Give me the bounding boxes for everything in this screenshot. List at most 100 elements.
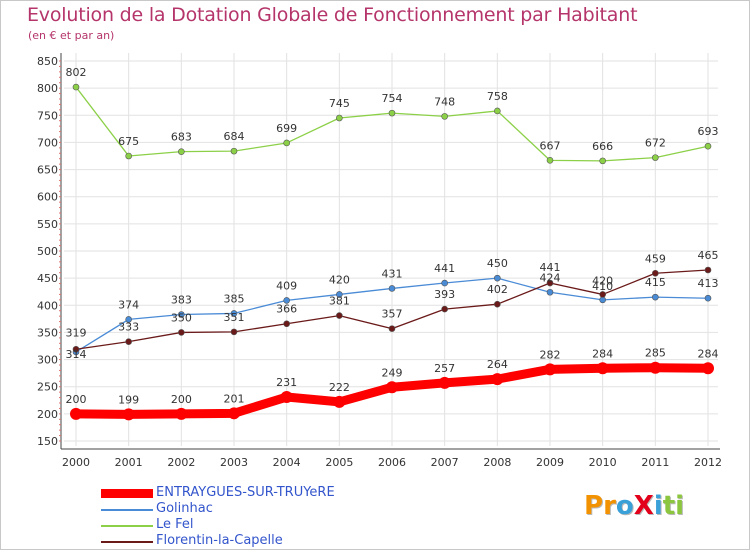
data-label: 249 bbox=[382, 366, 403, 379]
data-point bbox=[283, 139, 290, 147]
data-label: 383 bbox=[171, 294, 192, 307]
data-point bbox=[228, 407, 240, 420]
data-point bbox=[546, 288, 554, 296]
y-tick-label: 450 bbox=[37, 272, 58, 285]
x-tick-label: 2009 bbox=[536, 456, 564, 469]
data-point bbox=[125, 316, 132, 323]
legend-swatch-entraygues bbox=[101, 489, 153, 498]
y-tick-label: 250 bbox=[37, 381, 58, 394]
data-point bbox=[336, 114, 343, 122]
x-tick-label: 2011 bbox=[641, 456, 669, 469]
x-tick-label: 2008 bbox=[483, 456, 511, 469]
data-label: 393 bbox=[434, 288, 455, 301]
data-label: 754 bbox=[382, 92, 403, 105]
y-tick-label: 550 bbox=[37, 218, 58, 231]
chart-title: Evolution de la Dotation Globale de Fonc… bbox=[27, 4, 638, 26]
x-tick-label: 2005 bbox=[325, 456, 353, 469]
data-point bbox=[599, 291, 606, 298]
data-label: 802 bbox=[66, 66, 87, 79]
data-point bbox=[122, 408, 135, 421]
data-point bbox=[386, 381, 398, 394]
x-tick-label: 2004 bbox=[273, 456, 301, 469]
data-label: 748 bbox=[434, 95, 455, 108]
data-point bbox=[491, 373, 504, 386]
x-tick-label: 2003 bbox=[220, 456, 248, 469]
data-point bbox=[336, 291, 343, 298]
data-point bbox=[230, 147, 238, 155]
y-tick-label: 150 bbox=[37, 435, 58, 448]
data-label: 675 bbox=[118, 135, 139, 148]
data-point bbox=[652, 293, 659, 301]
x-tick-label: 2010 bbox=[589, 456, 617, 469]
x-tick-label: 2002 bbox=[167, 456, 195, 469]
data-label: 431 bbox=[382, 267, 403, 280]
data-point bbox=[599, 157, 606, 165]
data-point bbox=[544, 363, 556, 376]
y-tick-label: 500 bbox=[37, 245, 58, 258]
data-point bbox=[178, 148, 185, 155]
data-point bbox=[388, 109, 396, 117]
data-point bbox=[125, 338, 132, 345]
data-label: 413 bbox=[698, 277, 719, 290]
data-label: 402 bbox=[487, 283, 508, 296]
legend-swatch-le-fel bbox=[101, 525, 153, 527]
data-label: 420 bbox=[592, 274, 613, 287]
data-point bbox=[230, 310, 238, 317]
y-tick-label: 850 bbox=[37, 55, 58, 68]
logo-letter: r bbox=[603, 491, 616, 521]
data-point bbox=[704, 142, 712, 150]
data-label: 366 bbox=[276, 303, 297, 316]
data-label: 420 bbox=[329, 273, 350, 286]
legend-label-florentin: Florentin-la-Capelle bbox=[156, 533, 283, 548]
data-label: 409 bbox=[276, 279, 297, 292]
y-tick-label: 350 bbox=[37, 326, 58, 339]
logo-letter: X bbox=[633, 491, 654, 521]
data-point bbox=[125, 152, 132, 160]
x-tick-label: 2000 bbox=[62, 456, 90, 469]
data-point bbox=[652, 154, 659, 161]
data-point bbox=[649, 361, 662, 374]
data-point bbox=[704, 266, 712, 274]
data-label: 200 bbox=[66, 393, 87, 406]
data-point bbox=[599, 296, 606, 304]
data-point bbox=[388, 325, 396, 332]
logo-letter: t bbox=[662, 491, 676, 521]
logo-letter: i bbox=[653, 491, 663, 521]
data-point bbox=[388, 285, 396, 292]
data-point bbox=[438, 376, 451, 389]
x-tick-label: 2006 bbox=[378, 456, 406, 469]
data-label: 314 bbox=[66, 348, 87, 361]
data-point bbox=[72, 345, 80, 353]
data-label: 257 bbox=[434, 362, 455, 375]
data-point bbox=[596, 362, 609, 375]
data-label: 284 bbox=[592, 347, 613, 360]
y-tick-label: 400 bbox=[37, 299, 58, 312]
data-label: 357 bbox=[382, 308, 403, 321]
data-label: 201 bbox=[224, 392, 245, 405]
y-tick-label: 200 bbox=[37, 408, 58, 421]
data-point bbox=[494, 300, 501, 308]
data-label: 683 bbox=[171, 131, 192, 144]
legend-swatch-golinhac bbox=[101, 509, 153, 511]
data-label: 264 bbox=[487, 358, 508, 371]
data-point bbox=[702, 362, 714, 375]
data-point bbox=[494, 107, 501, 115]
data-point bbox=[175, 407, 188, 420]
data-label: 667 bbox=[540, 139, 561, 152]
logo-letter: o bbox=[615, 491, 634, 521]
data-point bbox=[283, 297, 290, 304]
data-point bbox=[230, 328, 238, 336]
data-point bbox=[494, 274, 501, 282]
data-label: 410 bbox=[592, 280, 613, 293]
chart-subtitle: (en € et par an) bbox=[28, 29, 115, 42]
data-point bbox=[652, 269, 659, 277]
data-point bbox=[280, 391, 293, 404]
data-point bbox=[283, 320, 290, 328]
data-label: 745 bbox=[329, 97, 350, 110]
y-tick-label: 650 bbox=[37, 164, 58, 177]
data-label: 199 bbox=[118, 393, 139, 406]
data-label: 385 bbox=[224, 292, 245, 305]
data-label: 222 bbox=[329, 381, 350, 394]
logo-letter: P bbox=[584, 491, 604, 521]
